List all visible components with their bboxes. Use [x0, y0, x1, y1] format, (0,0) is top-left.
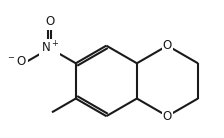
Text: $^-$O: $^-$O — [6, 55, 27, 68]
Text: O: O — [163, 39, 172, 52]
Text: O: O — [163, 110, 172, 123]
Text: N$^+$: N$^+$ — [41, 41, 59, 56]
Text: O: O — [45, 15, 54, 28]
